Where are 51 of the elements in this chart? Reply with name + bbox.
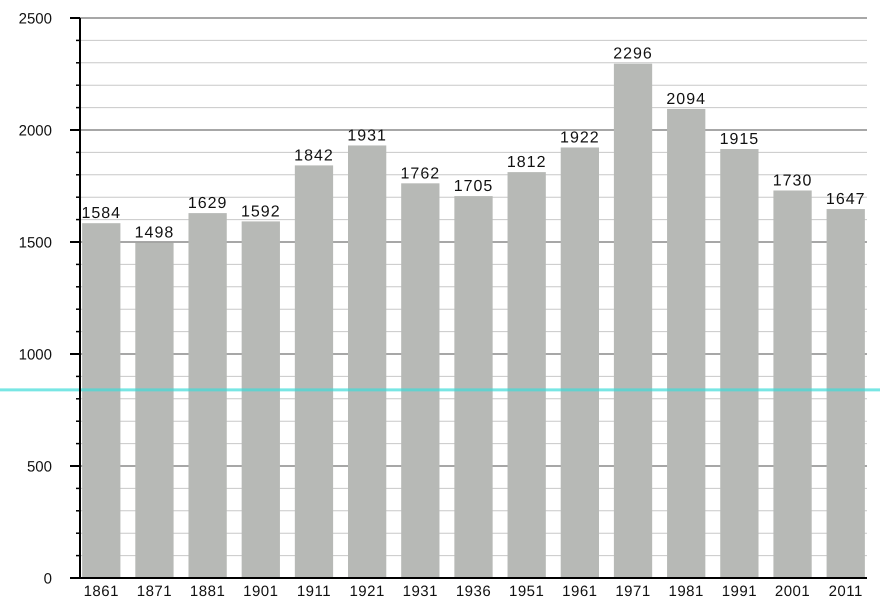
data-label: 1647 — [826, 191, 866, 208]
x-tick-label: 1951 — [508, 583, 544, 600]
x-tick-label: 2001 — [774, 583, 810, 600]
data-label: 1762 — [400, 165, 440, 182]
x-tick-label: 1981 — [668, 583, 704, 600]
x-tick-label: 1936 — [456, 583, 492, 600]
bar — [826, 209, 865, 578]
x-tick-label: 1931 — [402, 583, 438, 600]
bar — [135, 242, 174, 578]
x-tick-label: 1871 — [136, 583, 172, 600]
y-tick-label: 1500 — [18, 234, 52, 252]
y-tick-label: 0 — [44, 570, 52, 588]
data-label: 1931 — [347, 127, 387, 144]
y-tick-label: 500 — [26, 458, 52, 476]
bar — [720, 149, 759, 578]
bar — [560, 147, 599, 578]
bar — [667, 108, 706, 578]
y-tick-label: 1000 — [18, 346, 52, 364]
x-tick-label: 1861 — [84, 583, 119, 600]
bar — [401, 183, 440, 578]
data-label: 1592 — [241, 203, 281, 220]
bar — [82, 223, 120, 578]
x-tick-label: 1911 — [296, 583, 332, 600]
x-tick-label: 1881 — [190, 583, 226, 600]
data-label: 1498 — [134, 224, 174, 242]
data-label: 1705 — [454, 178, 494, 196]
bar — [454, 196, 493, 578]
y-tick-label: 2500 — [18, 10, 52, 28]
data-label: 2296 — [613, 46, 653, 63]
bar — [348, 145, 386, 578]
x-tick-label: 1991 — [722, 583, 758, 600]
bar — [188, 213, 227, 578]
data-label: 2094 — [666, 90, 706, 108]
bar — [508, 172, 546, 578]
data-label: 1915 — [720, 131, 760, 148]
y-tick-label: 2000 — [18, 122, 52, 140]
data-label: 1730 — [772, 172, 812, 190]
bar — [614, 64, 652, 578]
data-label: 1629 — [188, 195, 228, 212]
x-tick-label: 1971 — [615, 583, 651, 600]
bar — [242, 221, 280, 578]
data-label: 1842 — [294, 147, 334, 164]
x-tick-label: 2011 — [828, 583, 863, 600]
x-tick-label: 1901 — [243, 583, 278, 600]
bar — [294, 165, 334, 578]
x-tick-label: 1921 — [349, 583, 385, 600]
x-tick-label: 1961 — [562, 583, 598, 600]
data-label: 1812 — [506, 154, 546, 172]
data-label: 1584 — [81, 205, 122, 222]
data-label: 1922 — [560, 129, 600, 146]
bar — [773, 190, 812, 578]
